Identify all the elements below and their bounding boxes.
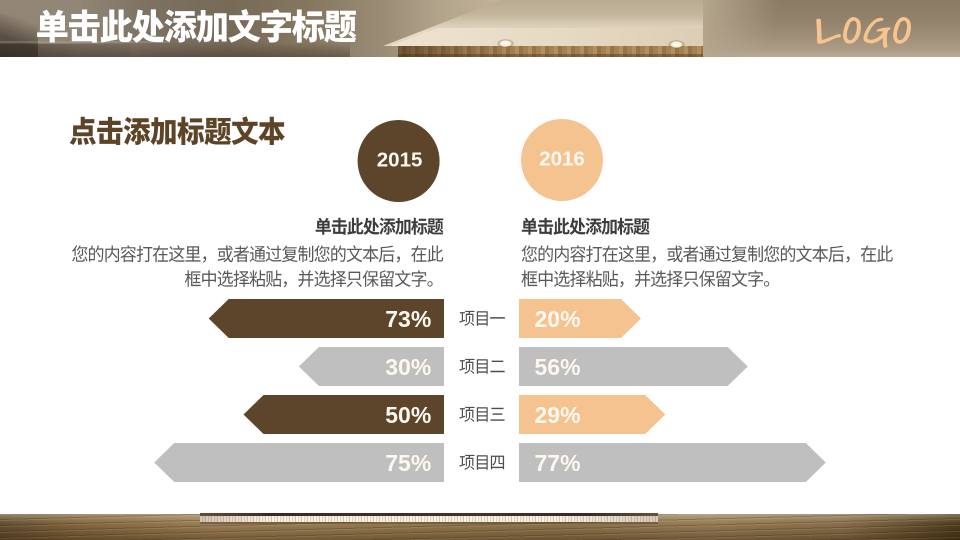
svg-text:73%: 73% — [385, 306, 431, 332]
svg-text:2016: 2016 — [539, 148, 585, 171]
svg-text:20%: 20% — [535, 306, 581, 332]
svg-text:56%: 56% — [535, 354, 581, 380]
svg-text:30%: 30% — [385, 354, 431, 380]
svg-text:2015: 2015 — [377, 149, 423, 172]
svg-text:77%: 77% — [535, 450, 581, 476]
svg-text:29%: 29% — [535, 402, 581, 428]
svg-text:75%: 75% — [385, 450, 431, 476]
svg-text:50%: 50% — [385, 402, 431, 428]
